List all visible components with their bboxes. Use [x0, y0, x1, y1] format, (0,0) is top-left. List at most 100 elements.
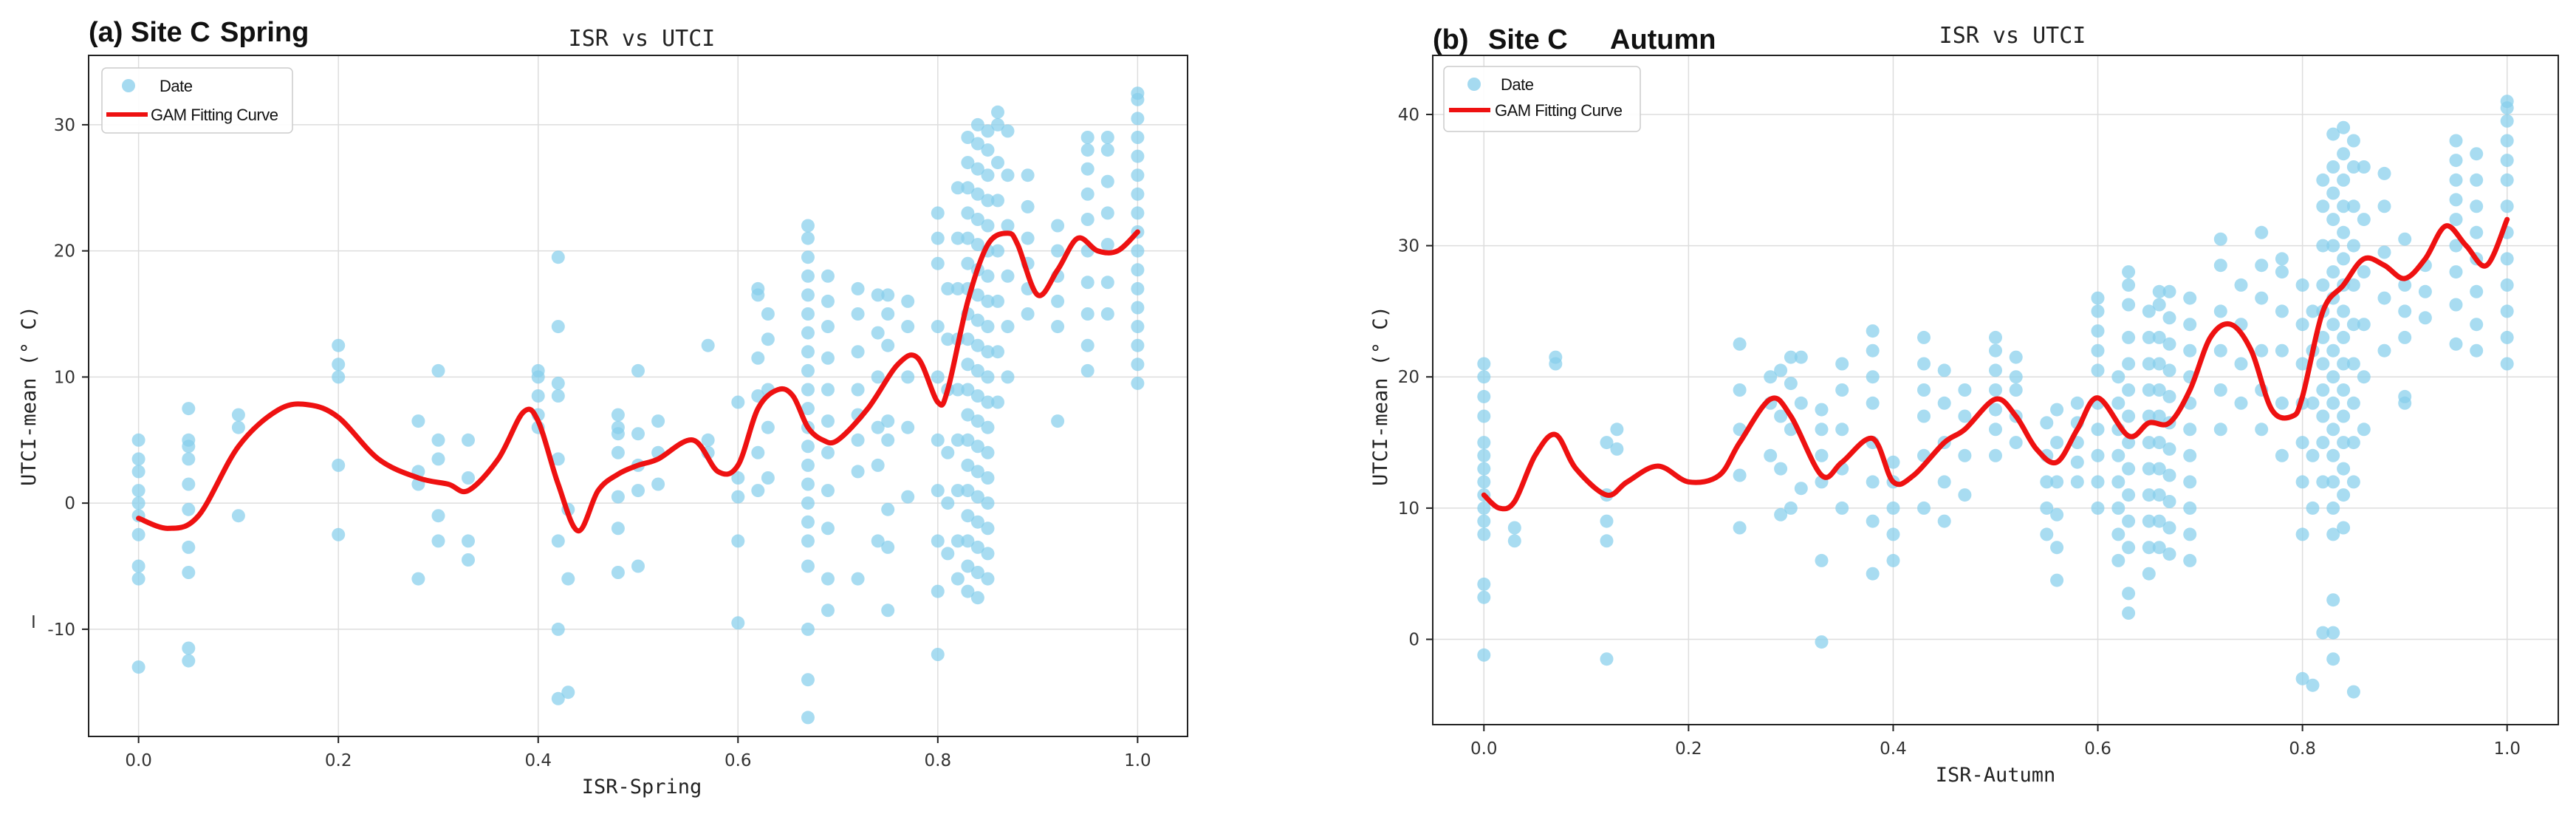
scatter-point: [2091, 343, 2105, 358]
legend-box: [1443, 66, 1641, 132]
scatter-point: [462, 471, 475, 485]
scatter-point: [991, 156, 1004, 170]
scatter-point: [1131, 86, 1145, 100]
scatter-point: [2111, 553, 2125, 567]
scatter-point: [731, 534, 745, 548]
scatter-point: [1917, 330, 1931, 344]
scatter-point: [1131, 187, 1145, 201]
scatter-point: [851, 572, 865, 586]
scatter-point: [961, 484, 975, 498]
scatter-point: [2162, 389, 2176, 403]
scatter-point: [2357, 423, 2371, 437]
scatter-point: [2050, 507, 2064, 521]
scatter-point: [1021, 168, 1035, 182]
scatter-point: [2122, 541, 2136, 555]
scatter-point: [970, 566, 984, 579]
scatter-point: [2500, 134, 2514, 148]
scatter-point: [2255, 225, 2269, 239]
scatter-point: [2213, 304, 2227, 318]
scatter-point: [1917, 501, 1931, 515]
scatter-point: [631, 363, 645, 377]
scatter-point: [881, 307, 895, 321]
scatter-point: [2326, 652, 2340, 666]
scatter-point: [561, 572, 575, 586]
scatter-point: [1100, 131, 1114, 144]
scatter-point: [761, 420, 775, 434]
scatter-point: [1021, 199, 1035, 213]
scatter-point: [2316, 436, 2330, 450]
scatter-point: [1958, 448, 1972, 462]
scatter-point: [1100, 143, 1114, 157]
scatter-point: [1131, 168, 1145, 182]
scatter-point: [2306, 678, 2320, 692]
scatter-point: [961, 584, 975, 598]
scatter-point: [1001, 269, 1015, 283]
scatter-point: [2470, 225, 2484, 239]
scatter-point: [2500, 304, 2514, 318]
scatter-point: [2142, 462, 2156, 476]
scatter-point: [961, 358, 975, 372]
scatter-point: [941, 445, 955, 459]
panel-label: (b): [1433, 24, 1469, 55]
scatter-point: [2377, 245, 2391, 259]
scatter-point: [1774, 363, 1788, 377]
scatter-point: [131, 452, 145, 466]
scatter-point: [1815, 403, 1829, 417]
scatter-point: [2091, 363, 2105, 377]
scatter-point: [2316, 357, 2330, 371]
legend-marker-date: [1467, 78, 1481, 91]
scatter-point: [1886, 527, 1900, 541]
scatter-point: [851, 345, 865, 359]
scatter-point: [2418, 311, 2432, 325]
scatter-point: [1021, 231, 1035, 245]
scatter-point: [631, 559, 645, 573]
scatter-point: [2152, 541, 2166, 555]
scatter-point: [881, 603, 895, 618]
scatter-point: [2213, 423, 2227, 437]
scatter-point: [2326, 239, 2340, 253]
plot-frame: [88, 55, 1188, 737]
scatter-point: [961, 206, 975, 220]
scatter-point: [970, 213, 984, 226]
scatter-point: [2111, 370, 2125, 384]
scatter-point: [2122, 383, 2136, 397]
scatter-point: [2449, 154, 2463, 168]
scatter-point: [2337, 409, 2351, 423]
scatter-point: [1886, 501, 1900, 515]
scatter-point: [1937, 475, 1951, 489]
legend-label-gam: GAM Fitting Curve: [1495, 101, 1623, 120]
scatter-point: [2183, 448, 2197, 462]
scatter-point: [931, 584, 945, 598]
scatter-point: [411, 572, 425, 586]
scatter-point: [1600, 652, 1614, 666]
scatter-point: [551, 376, 565, 390]
scatter-point: [961, 231, 975, 245]
scatter-point: [970, 187, 984, 201]
scatter-point: [2122, 278, 2136, 292]
scatter-point: [2091, 448, 2105, 462]
x-tick-label: 0.6: [724, 751, 752, 770]
scatter-point: [1937, 363, 1951, 377]
chart-title: ISR vs UTCI: [569, 26, 716, 52]
scatter-point: [801, 711, 815, 725]
scatter-point: [651, 477, 665, 491]
scatter-point: [1989, 343, 2002, 358]
scatter-point: [2357, 265, 2371, 279]
scatter-point: [2357, 370, 2371, 384]
scatter-point: [2295, 436, 2309, 450]
scatter-point: [1477, 462, 1491, 476]
scatter-point: [131, 465, 145, 479]
scatter-point: [2070, 475, 2084, 489]
scatter-point: [2306, 304, 2320, 318]
scatter-point: [991, 345, 1004, 359]
y-ticks: -10 0 10 20 30: [47, 116, 89, 640]
y-tick-label: 10: [1398, 499, 1419, 519]
scatter-point: [1080, 363, 1095, 377]
x-tick-label: 0.0: [1470, 739, 1498, 759]
scatter-point: [731, 616, 745, 630]
scatter-point: [2152, 357, 2166, 371]
scatter-point: [1001, 124, 1015, 138]
scatter-point: [950, 231, 965, 245]
y-tick-label: 0: [1408, 631, 1419, 650]
scatter-point: [931, 484, 945, 498]
